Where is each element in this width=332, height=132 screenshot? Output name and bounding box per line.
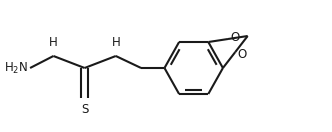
Text: H$_2$N: H$_2$N [4, 60, 28, 76]
Text: H: H [49, 36, 58, 49]
Text: O: O [230, 30, 239, 44]
Text: H: H [112, 36, 120, 49]
Text: O: O [237, 48, 246, 60]
Text: S: S [81, 103, 88, 116]
